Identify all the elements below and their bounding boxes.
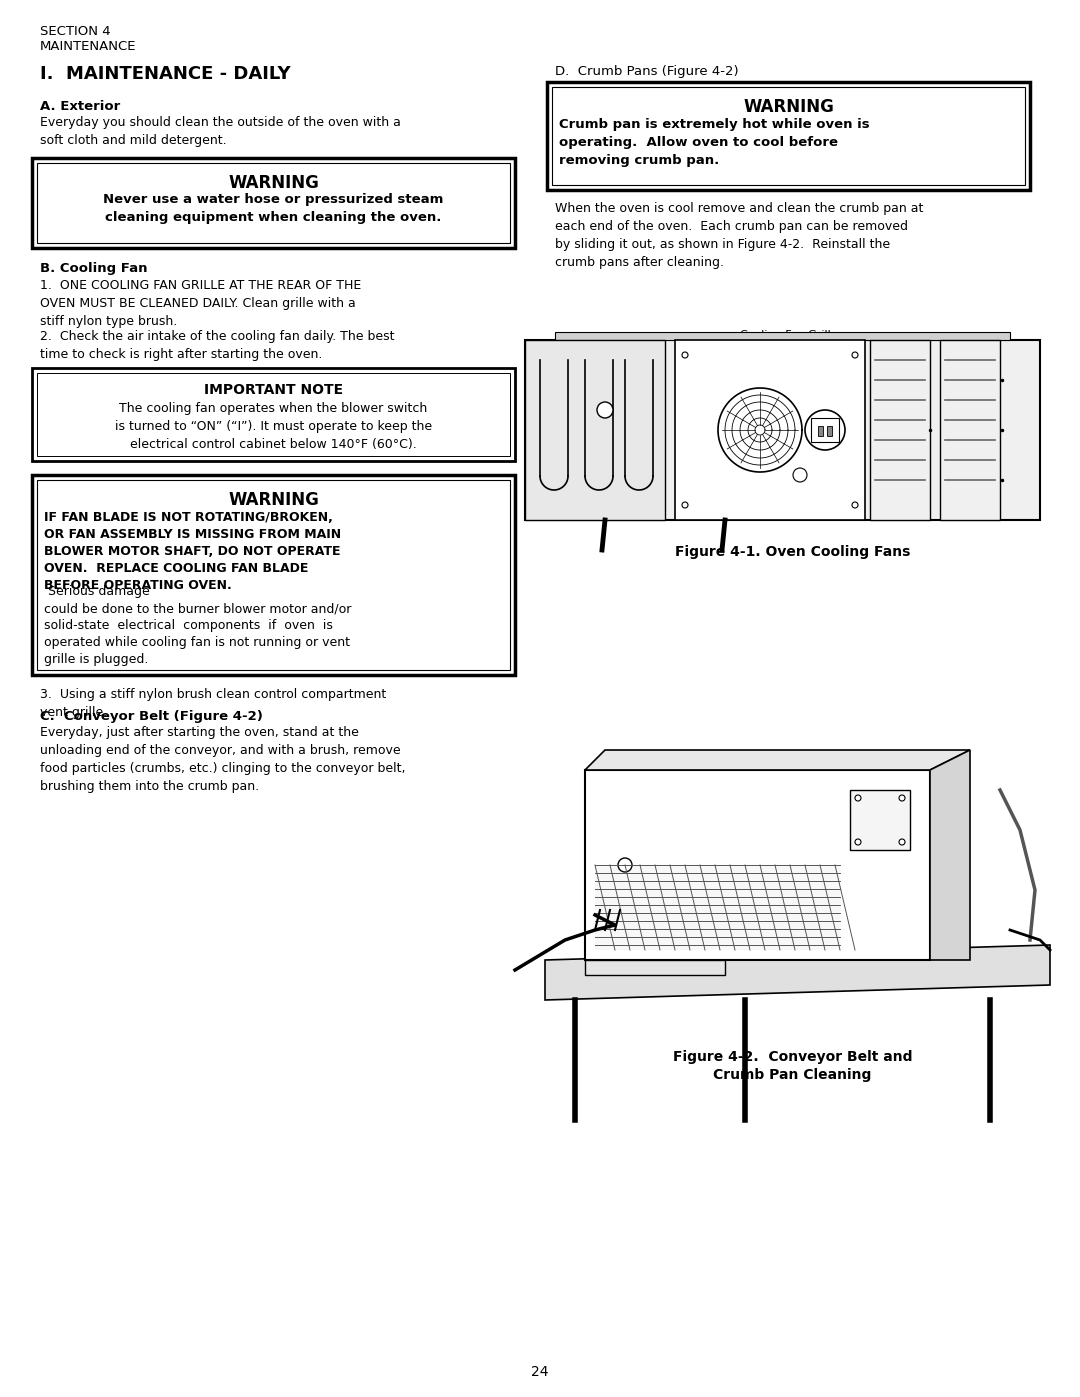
Text: Cooling Fan Grille: Cooling Fan Grille bbox=[740, 330, 838, 339]
Text: WARNING: WARNING bbox=[228, 490, 319, 509]
Text: 24: 24 bbox=[531, 1365, 549, 1379]
Bar bbox=[37, 373, 510, 455]
Text: Everyday you should clean the outside of the oven with a
soft cloth and mild det: Everyday you should clean the outside of… bbox=[40, 116, 401, 147]
Text: C.  Conveyor Belt (Figure 4-2): C. Conveyor Belt (Figure 4-2) bbox=[40, 710, 262, 724]
Bar bbox=[555, 332, 1010, 339]
Text: Figure 4-2.  Conveyor Belt and: Figure 4-2. Conveyor Belt and bbox=[673, 1051, 913, 1065]
Circle shape bbox=[852, 352, 858, 358]
Circle shape bbox=[855, 795, 861, 800]
Text: The cooling fan operates when the blower switch
is turned to “ON” (“I”). It must: The cooling fan operates when the blower… bbox=[114, 402, 432, 451]
Bar bbox=[811, 418, 839, 441]
Text: I.  MAINTENANCE - DAILY: I. MAINTENANCE - DAILY bbox=[40, 66, 291, 82]
Circle shape bbox=[899, 795, 905, 800]
Bar bbox=[32, 158, 515, 249]
Bar bbox=[870, 339, 930, 520]
Bar bbox=[827, 426, 832, 436]
Circle shape bbox=[681, 352, 688, 358]
Text: IMPORTANT NOTE: IMPORTANT NOTE bbox=[204, 383, 343, 397]
Circle shape bbox=[681, 502, 688, 509]
Bar bbox=[818, 426, 823, 436]
Polygon shape bbox=[585, 750, 970, 770]
Circle shape bbox=[618, 858, 632, 872]
Bar bbox=[850, 789, 910, 849]
Text: MAINTENANCE: MAINTENANCE bbox=[40, 41, 136, 53]
Circle shape bbox=[855, 840, 861, 845]
Bar bbox=[546, 82, 1030, 190]
Bar bbox=[32, 367, 515, 461]
Circle shape bbox=[899, 840, 905, 845]
Text: Figure 4-1. Oven Cooling Fans: Figure 4-1. Oven Cooling Fans bbox=[675, 545, 910, 559]
Text: Never use a water hose or pressurized steam
cleaning equipment when cleaning the: Never use a water hose or pressurized st… bbox=[104, 193, 444, 224]
Bar bbox=[37, 163, 510, 243]
Text: D.  Crumb Pans (Figure 4-2): D. Crumb Pans (Figure 4-2) bbox=[555, 66, 739, 78]
Text: Serious damage
could be done to the burner blower motor and/or
solid-state  elec: Serious damage could be done to the burn… bbox=[44, 585, 351, 666]
Bar bbox=[585, 960, 725, 975]
Text: WARNING: WARNING bbox=[743, 98, 834, 116]
Circle shape bbox=[597, 402, 613, 418]
Circle shape bbox=[805, 409, 845, 450]
Bar bbox=[37, 481, 510, 671]
Bar bbox=[552, 87, 1025, 184]
Bar bbox=[595, 865, 840, 950]
Text: WARNING: WARNING bbox=[228, 175, 319, 191]
Bar bbox=[525, 339, 1040, 520]
Text: A. Exterior: A. Exterior bbox=[40, 101, 120, 113]
Text: Everyday, just after starting the oven, stand at the
unloading end of the convey: Everyday, just after starting the oven, … bbox=[40, 726, 405, 793]
Bar bbox=[940, 339, 1000, 520]
Bar bbox=[525, 339, 665, 520]
Text: SECTION 4: SECTION 4 bbox=[40, 25, 110, 38]
Bar bbox=[675, 339, 865, 520]
Text: 1.  ONE COOLING FAN GRILLE AT THE REAR OF THE
OVEN MUST BE CLEANED DAILY. Clean : 1. ONE COOLING FAN GRILLE AT THE REAR OF… bbox=[40, 279, 361, 328]
Polygon shape bbox=[545, 944, 1050, 1000]
Text: When the oven is cool remove and clean the crumb pan at
each end of the oven.  E: When the oven is cool remove and clean t… bbox=[555, 203, 923, 270]
Text: Crumb pan is extremely hot while oven is
operating.  Allow oven to cool before
r: Crumb pan is extremely hot while oven is… bbox=[559, 117, 869, 168]
Polygon shape bbox=[930, 750, 970, 960]
Circle shape bbox=[793, 468, 807, 482]
Bar bbox=[585, 770, 930, 960]
Text: IF FAN BLADE IS NOT ROTATING/BROKEN,
OR FAN ASSEMBLY IS MISSING FROM MAIN
BLOWER: IF FAN BLADE IS NOT ROTATING/BROKEN, OR … bbox=[44, 511, 341, 592]
Text: Crumb Pan Cleaning: Crumb Pan Cleaning bbox=[713, 1067, 872, 1083]
Text: 2.  Check the air intake of the cooling fan daily. The best
time to check is rig: 2. Check the air intake of the cooling f… bbox=[40, 330, 394, 360]
Text: 3.  Using a stiff nylon brush clean control compartment
vent grille.: 3. Using a stiff nylon brush clean contr… bbox=[40, 687, 387, 719]
Bar bbox=[32, 475, 515, 675]
Circle shape bbox=[852, 502, 858, 509]
Text: B. Cooling Fan: B. Cooling Fan bbox=[40, 263, 148, 275]
